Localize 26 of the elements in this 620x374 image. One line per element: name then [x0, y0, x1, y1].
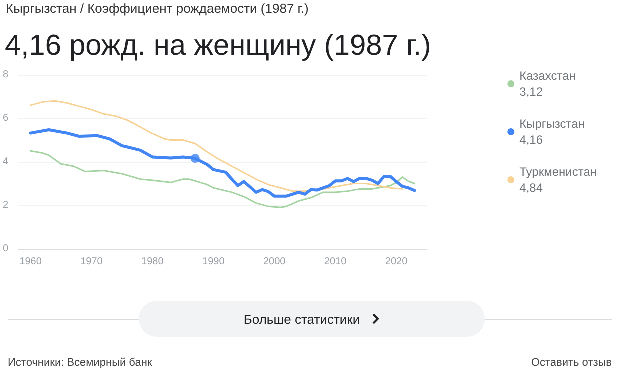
- x-tick-label: 1980: [142, 256, 164, 268]
- y-tick-label: 6: [3, 113, 9, 124]
- text: 4,84: [520, 181, 544, 195]
- line-series: [30, 150, 416, 208]
- y-tick-label: 0: [3, 244, 9, 254]
- text: Больше статистики: [244, 312, 360, 326]
- x-tick-label: 2000: [263, 256, 286, 268]
- legend-label: Казахстан: [520, 69, 576, 83]
- x-tick-label: 2020: [385, 256, 408, 268]
- text: 4,16: [520, 133, 544, 147]
- chart-subtitle: Кыргызстан / Коэффициент рождаемости (1987 г.): [6, 1, 309, 16]
- y-tick-label: 2: [3, 200, 9, 211]
- x-tick-label: 1960: [20, 256, 42, 268]
- y-tick-label: 8: [3, 70, 9, 80]
- text: Источники: Всемирный банк: [8, 357, 152, 369]
- line-series: [29, 128, 416, 198]
- legend-label: Туркменистан: [520, 165, 598, 179]
- text: 3,12: [520, 85, 544, 99]
- x-tick-label: 1990: [202, 256, 226, 268]
- y-tick-label: 4: [3, 156, 9, 168]
- line-series: [30, 100, 404, 192]
- x-tick-label: 2010: [324, 256, 348, 268]
- legend-label: Кыргызстан: [520, 117, 585, 131]
- x-tick-label: 1970: [80, 256, 104, 268]
- chart-title: 4,16 рожд. на женщину (1987 г.): [5, 30, 432, 63]
- text: Оставить отзыв: [531, 357, 612, 369]
